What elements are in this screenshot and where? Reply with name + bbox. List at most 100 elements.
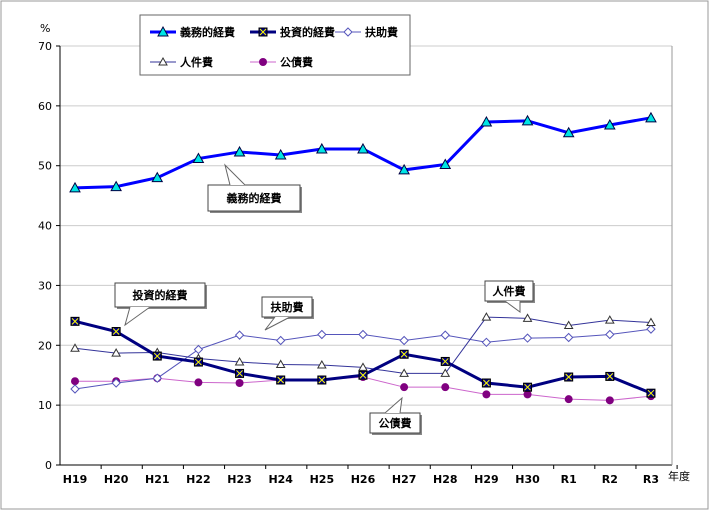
x-tick-label: H29 xyxy=(474,473,499,486)
data-point-square xyxy=(276,375,286,385)
marker-x xyxy=(606,373,614,380)
callout-label: 公債費 xyxy=(379,416,412,430)
data-point-square xyxy=(70,316,80,326)
legend-label: 公債費 xyxy=(280,55,313,69)
legend-label: 義務的経費 xyxy=(180,25,235,39)
marker-x xyxy=(483,379,490,387)
marker-x xyxy=(565,373,573,381)
data-point-triangle xyxy=(274,148,287,160)
data-point-circle xyxy=(71,377,79,386)
y-tick-label: 70 xyxy=(38,40,52,53)
data-point-triangle xyxy=(151,171,164,183)
data-point-diamond xyxy=(152,373,162,383)
y-tick-label: 20 xyxy=(38,339,52,352)
series-3 xyxy=(70,312,656,377)
data-point-diamond xyxy=(275,335,286,346)
legend-label: 人件費 xyxy=(180,55,213,69)
data-point-circle xyxy=(482,390,491,399)
x-tick-label: R2 xyxy=(602,473,618,486)
legend-label: 投資的経費 xyxy=(280,25,335,39)
data-point-triangle xyxy=(563,320,574,330)
callout: 扶助費 xyxy=(261,296,314,331)
y-tick-label: 50 xyxy=(38,160,52,173)
series-1 xyxy=(70,316,656,398)
data-point-diamond xyxy=(522,333,533,343)
data-point-triangle xyxy=(192,152,205,164)
data-point-diamond xyxy=(111,378,121,388)
data-point-triangle xyxy=(521,114,534,126)
data-point-triangle xyxy=(398,163,410,175)
data-point-triangle xyxy=(603,118,616,130)
data-point-square xyxy=(193,357,203,367)
callout-pointer xyxy=(224,163,246,186)
marker-x xyxy=(647,389,655,397)
data-point-circle xyxy=(441,383,450,392)
data-point-square xyxy=(317,375,327,385)
data-point-diamond xyxy=(70,384,80,394)
callout-pointer xyxy=(504,300,521,313)
x-tick-label: H21 xyxy=(145,473,170,486)
data-point-square xyxy=(440,356,450,366)
marker-x xyxy=(318,376,326,384)
y-axis-label: % xyxy=(40,22,50,35)
data-point-triangle xyxy=(522,313,533,322)
x-tick-label: R1 xyxy=(561,473,577,486)
data-point-diamond xyxy=(563,332,574,343)
data-point-triangle xyxy=(234,357,245,366)
data-point-circle xyxy=(605,396,614,405)
data-point-square xyxy=(111,327,121,337)
y-tick-label: 60 xyxy=(38,100,52,113)
data-point-triangle xyxy=(69,181,81,193)
x-tick-label: H20 xyxy=(104,473,129,486)
x-tick-label: H19 xyxy=(63,473,88,486)
marker-x xyxy=(524,383,531,391)
marker-x xyxy=(277,376,285,384)
x-tick-label: H30 xyxy=(515,473,540,486)
callout: 公債費 xyxy=(369,396,422,435)
data-point-triangle xyxy=(233,145,246,157)
data-point-triangle xyxy=(358,362,368,371)
legend-box xyxy=(139,14,411,76)
marker-x xyxy=(195,358,202,366)
callout-label: 扶助費 xyxy=(271,300,304,314)
data-point-triangle xyxy=(357,142,369,154)
x-tick-label: H27 xyxy=(392,473,417,486)
x-tick-label: H23 xyxy=(227,473,252,486)
x-tick-label: H25 xyxy=(310,473,335,486)
data-point-triangle xyxy=(315,142,328,154)
data-point-triangle xyxy=(275,359,286,368)
series-2 xyxy=(70,324,656,394)
data-point-diamond xyxy=(399,335,409,346)
data-point-diamond xyxy=(343,27,353,37)
data-point-triangle xyxy=(440,368,451,377)
data-point-triangle xyxy=(111,348,122,357)
data-point-diamond xyxy=(440,330,450,340)
data-point-triangle xyxy=(316,360,327,369)
data-point-diamond xyxy=(481,337,492,348)
data-point-circle xyxy=(235,378,244,387)
data-point-triangle xyxy=(399,368,409,377)
x-tick-label: H26 xyxy=(351,473,376,486)
data-point-square xyxy=(523,382,533,392)
callout: 投資的経費 xyxy=(114,282,207,327)
x-tick-label: H28 xyxy=(433,473,458,486)
data-point-triangle xyxy=(646,317,656,327)
data-point-triangle xyxy=(480,115,493,127)
y-tick-label: 30 xyxy=(38,279,52,292)
x-axis-label: 年度 xyxy=(668,469,690,483)
x-tick-label: H24 xyxy=(268,473,293,486)
marker-x xyxy=(400,350,408,358)
marker-x xyxy=(359,371,367,379)
data-point-square xyxy=(646,388,656,398)
data-point-square xyxy=(258,27,268,37)
callout-box xyxy=(114,282,206,308)
data-point-circle xyxy=(259,58,267,66)
x-tick-label: R3 xyxy=(643,473,659,486)
data-point-triangle xyxy=(604,315,615,324)
data-point-circle xyxy=(564,395,573,404)
data-point-square xyxy=(358,370,368,380)
data-point-triangle xyxy=(70,343,80,352)
marker-x xyxy=(71,317,79,325)
